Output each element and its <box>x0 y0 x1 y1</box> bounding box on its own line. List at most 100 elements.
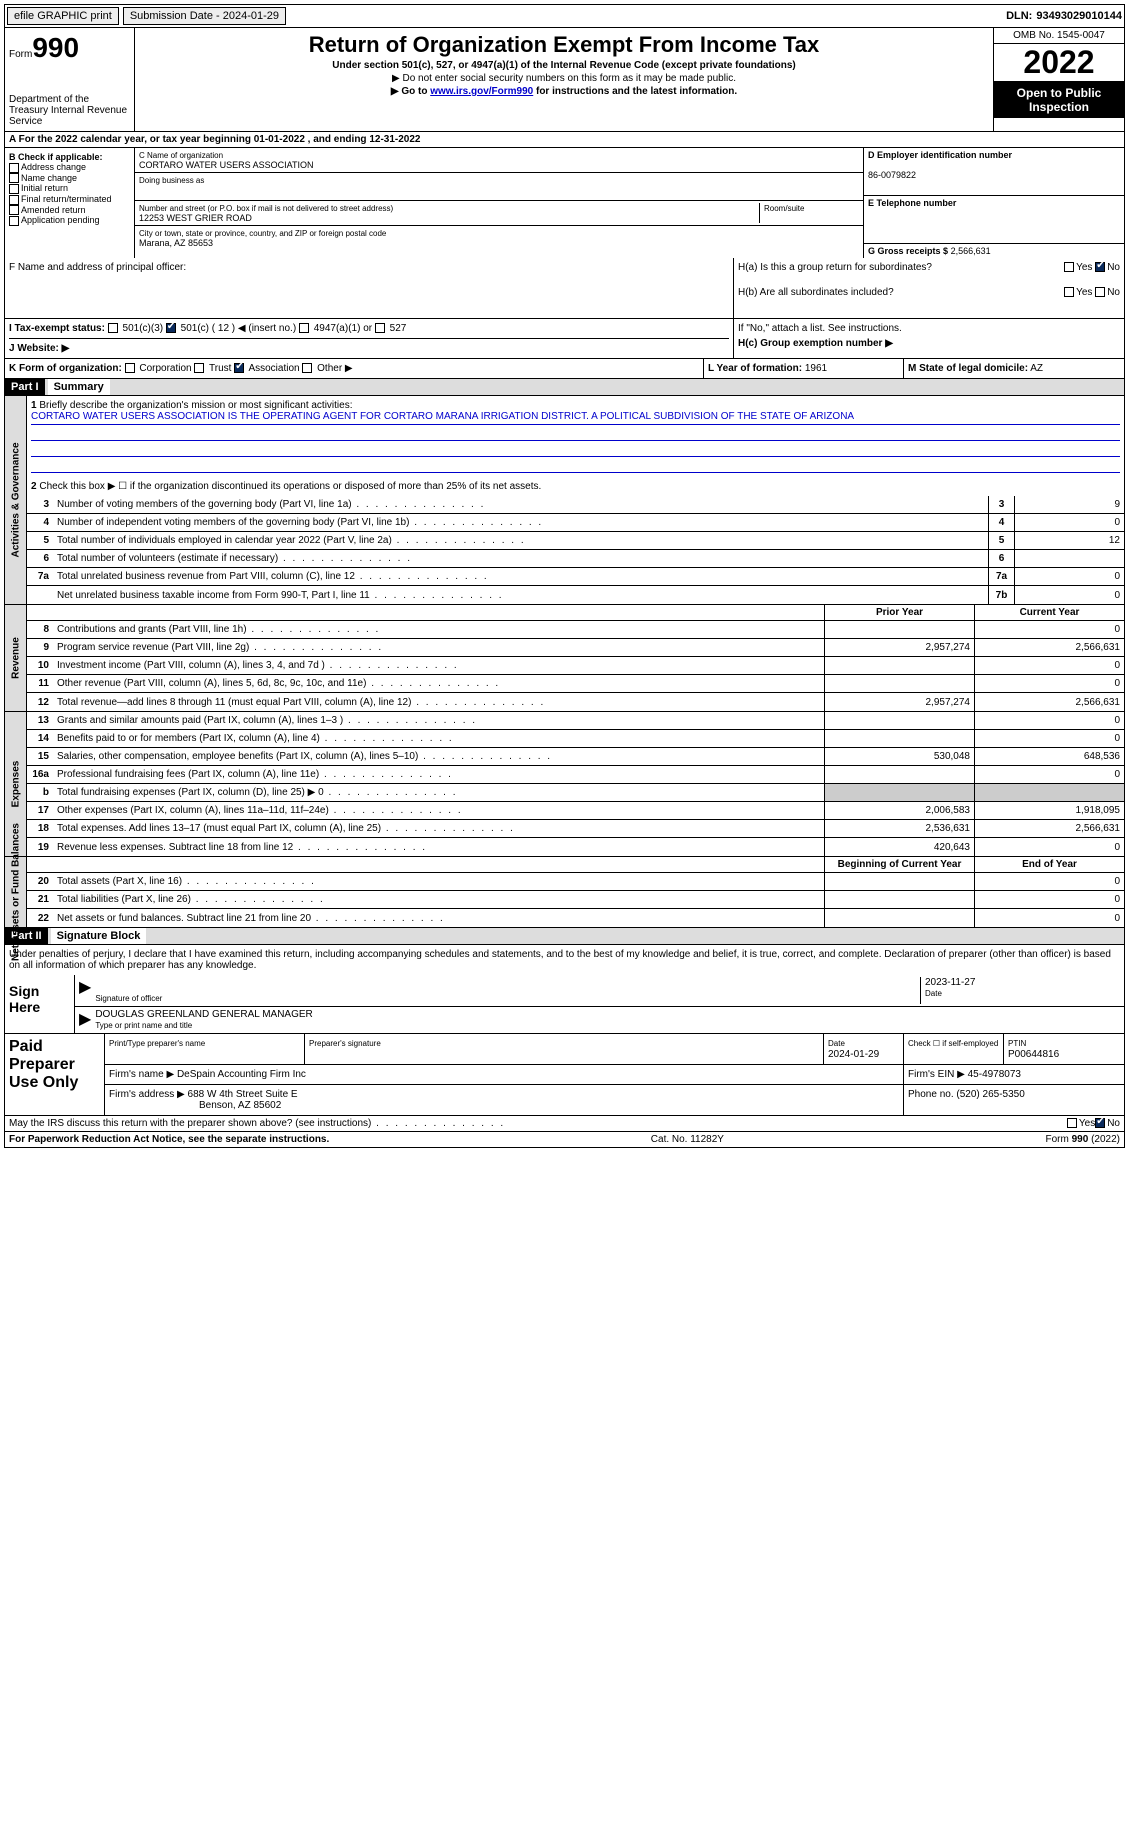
arrow-icon: ▶ <box>79 977 91 1004</box>
hb-note: If "No," attach a list. See instructions… <box>738 323 1120 334</box>
city-label: City or town, state or province, country… <box>139 229 386 238</box>
activities-label: Activities & Governance <box>10 442 21 557</box>
summary-row: 4Number of independent voting members of… <box>27 514 1124 532</box>
gross-label: G Gross receipts $ <box>868 246 948 256</box>
d-yes: Yes <box>1079 1118 1095 1129</box>
preparer-block: Paid Preparer Use Only Print/Type prepar… <box>4 1034 1125 1116</box>
b-opt-5: Application pending <box>21 215 100 225</box>
i-label: I Tax-exempt status: <box>9 323 105 334</box>
hb-no[interactable] <box>1095 287 1105 297</box>
irs-link[interactable]: www.irs.gov/Form990 <box>430 86 533 97</box>
f-officer: F Name and address of principal officer: <box>5 258 734 318</box>
firm-addr: 688 W 4th Street Suite E <box>188 1089 298 1100</box>
discuss-row: May the IRS discuss this return with the… <box>4 1116 1125 1132</box>
efile-button[interactable]: efile GRAPHIC print <box>7 7 119 25</box>
expenses-label: Expenses <box>10 761 21 808</box>
netassets-row: 22Net assets or fund balances. Subtract … <box>27 909 1124 927</box>
prep-c3: Date <box>828 1039 845 1048</box>
expense-row: 18Total expenses. Add lines 13–17 (must … <box>27 820 1124 838</box>
part1-bar: Part I Summary <box>4 379 1125 396</box>
prep-c4: Check ☐ if self-employed <box>908 1039 998 1048</box>
part2-title: Signature Block <box>51 928 147 944</box>
cb-pending[interactable] <box>9 216 19 226</box>
discuss-text: May the IRS discuss this return with the… <box>9 1118 505 1129</box>
activities-section: Activities & Governance 1 Briefly descri… <box>4 396 1125 605</box>
discuss-yes[interactable] <box>1067 1118 1077 1128</box>
current-year-hdr: Current Year <box>974 605 1124 620</box>
part1-title: Summary <box>48 379 110 395</box>
hb-yes[interactable] <box>1064 287 1074 297</box>
ha-yes[interactable] <box>1064 262 1074 272</box>
dept-treasury: Department of the Treasury Internal Reve… <box>9 94 130 127</box>
cb-501c3[interactable] <box>108 323 118 333</box>
sig-officer-lbl: Signature of officer <box>95 994 162 1003</box>
paid-preparer-hdr: Paid Preparer Use Only <box>5 1034 105 1115</box>
ptin: P00644816 <box>1008 1049 1059 1060</box>
form-ref: Form 990 (2022) <box>1046 1134 1121 1145</box>
omb-number: OMB No. 1545-0047 <box>994 28 1124 44</box>
netassets-row: 21Total liabilities (Part X, line 26)0 <box>27 891 1124 909</box>
cb-name-change[interactable] <box>9 173 19 183</box>
row-klm: K Form of organization: Corporation Trus… <box>4 359 1125 379</box>
officer-name: DOUGLAS GREENLAND GENERAL MANAGER <box>95 1009 312 1020</box>
l1-text: Briefly describe the organization's miss… <box>39 400 352 411</box>
no-txt: No <box>1107 262 1120 273</box>
prep-c2: Preparer's signature <box>309 1039 381 1048</box>
cb-501c[interactable] <box>166 323 176 333</box>
k-o1: Corporation <box>139 363 191 374</box>
cb-address-change[interactable] <box>9 163 19 173</box>
row-fh: F Name and address of principal officer:… <box>4 258 1125 319</box>
cb-527[interactable] <box>375 323 385 333</box>
expenses-section: Expenses 13Grants and similar amounts pa… <box>4 712 1125 857</box>
firm-ein: 45-4978073 <box>968 1069 1021 1080</box>
cb-4947[interactable] <box>299 323 309 333</box>
summary-row: 5Total number of individuals employed in… <box>27 532 1124 550</box>
tax-year: 2022 <box>994 44 1124 82</box>
tel-label: E Telephone number <box>868 198 956 208</box>
cb-final-return[interactable] <box>9 195 19 205</box>
perjury-text: Under penalties of perjury, I declare th… <box>5 945 1124 975</box>
ha-no[interactable] <box>1095 262 1105 272</box>
form-subtitle: Under section 501(c), 527, or 4947(a)(1)… <box>139 60 989 71</box>
ein-value: 86-0079822 <box>868 170 916 180</box>
i-o1: 501(c)(3) <box>123 323 164 334</box>
cat-no: Cat. No. 11282Y <box>651 1134 724 1145</box>
mission-text: CORTARO WATER USERS ASSOCIATION IS THE O… <box>31 411 1120 425</box>
goto-post: for instructions and the latest informat… <box>533 86 737 97</box>
expense-row: bTotal fundraising expenses (Part IX, co… <box>27 784 1124 802</box>
netassets-section: Net Assets or Fund Balances Beginning of… <box>4 857 1125 928</box>
goto-pre: ▶ Go to <box>391 86 430 97</box>
cb-corp[interactable] <box>125 363 135 373</box>
expense-row: 19Revenue less expenses. Subtract line 1… <box>27 838 1124 856</box>
paperwork-notice: For Paperwork Reduction Act Notice, see … <box>9 1134 329 1145</box>
discuss-no[interactable] <box>1095 1118 1105 1128</box>
form-title: Return of Organization Exempt From Incom… <box>139 32 989 58</box>
cb-assoc[interactable] <box>234 363 244 373</box>
cb-initial-return[interactable] <box>9 184 19 194</box>
sign-here: Sign Here <box>5 975 75 1033</box>
summary-row: 7aTotal unrelated business revenue from … <box>27 568 1124 586</box>
submission-date: Submission Date - 2024-01-29 <box>123 7 286 25</box>
yes-txt: Yes <box>1076 262 1092 273</box>
dba-label: Doing business as <box>139 176 204 185</box>
ssn-note: ▶ Do not enter social security numbers o… <box>139 73 989 84</box>
firm-city: Benson, AZ 85602 <box>199 1100 281 1111</box>
expense-row: 14Benefits paid to or for members (Part … <box>27 730 1124 748</box>
summary-row: 6Total number of volunteers (estimate if… <box>27 550 1124 568</box>
cb-trust[interactable] <box>194 363 204 373</box>
netassets-label: Net Assets or Fund Balances <box>10 823 21 961</box>
i-o2: 501(c) ( 12 ) ◀ (insert no.) <box>181 323 297 334</box>
dln-value: 93493029010144 <box>1036 10 1122 22</box>
cb-other[interactable] <box>302 363 312 373</box>
revenue-label: Revenue <box>10 637 21 679</box>
arrow-icon-2: ▶ <box>79 1009 91 1031</box>
prep-c5: PTIN <box>1008 1039 1026 1048</box>
cb-amended[interactable] <box>9 205 19 215</box>
dln-label: DLN: <box>1006 10 1032 22</box>
sig-date: 2023-11-27 <box>925 977 975 988</box>
phone-lbl: Phone no. <box>908 1089 954 1100</box>
i-o4: 527 <box>390 323 407 334</box>
l2-text: Check this box ▶ ☐ if the organization d… <box>39 481 541 492</box>
d-no: No <box>1107 1118 1120 1129</box>
part2-bar: Part II Signature Block <box>4 928 1125 945</box>
